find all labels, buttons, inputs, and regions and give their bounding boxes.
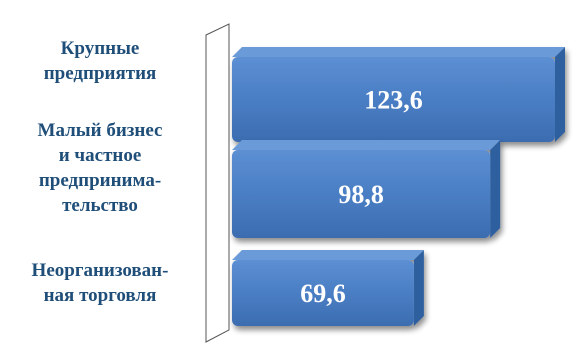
category-label-line: тельство	[62, 195, 138, 216]
bar	[232, 57, 555, 142]
bar-side-face	[413, 250, 424, 326]
bar-top-face	[232, 250, 424, 260]
bars-group: 123,6 98,8 69,6	[232, 47, 565, 326]
bar-group: 123,6	[232, 47, 565, 142]
category-label-line: Малый бизнес	[37, 120, 163, 141]
category-label-line: и частное	[58, 145, 142, 166]
category-label-line: Крупные	[60, 38, 140, 59]
category-label: Малый бизнес и частное предпринима-тельств…	[0, 118, 200, 218]
bar-side-face	[555, 47, 565, 142]
category-label: Неорганизован-ная торговля	[0, 258, 200, 308]
category-label-line: предприятия	[43, 63, 157, 84]
bar-value-label: 123,6	[364, 86, 423, 115]
bar-group: 69,6	[232, 250, 424, 326]
bar-value-label: 98,8	[338, 180, 384, 209]
category-label-line: предпринима-	[38, 170, 162, 191]
bar-top-face	[232, 140, 501, 150]
bar-value-label: 69,6	[300, 279, 346, 308]
bar-side-face	[490, 140, 501, 238]
category-label-line: Неорганизован-	[31, 260, 169, 281]
chart-wall	[205, 23, 230, 343]
chart-back-wall	[205, 23, 230, 343]
bar-group: 98,8	[232, 140, 501, 238]
bar-top-face	[232, 47, 565, 57]
category-label: Крупные предприятия	[0, 36, 200, 86]
bar	[232, 260, 414, 326]
bar	[232, 150, 491, 238]
category-label-line: ная торговля	[43, 285, 157, 306]
